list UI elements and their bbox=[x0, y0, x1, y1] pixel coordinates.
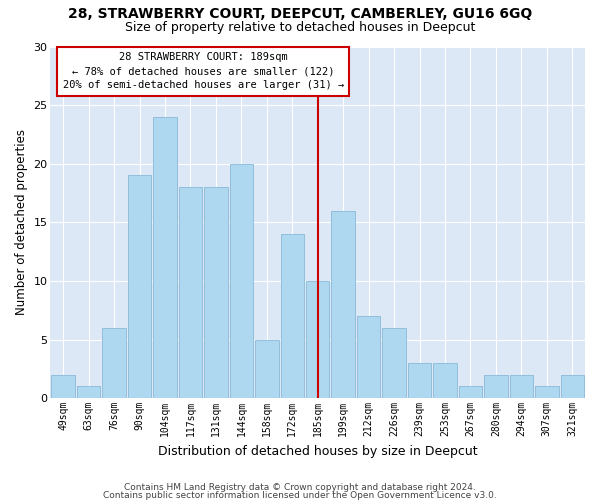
Bar bbox=[433, 363, 457, 398]
Text: Contains HM Land Registry data © Crown copyright and database right 2024.: Contains HM Land Registry data © Crown c… bbox=[124, 484, 476, 492]
Y-axis label: Number of detached properties: Number of detached properties bbox=[15, 130, 28, 316]
X-axis label: Distribution of detached houses by size in Deepcut: Distribution of detached houses by size … bbox=[158, 444, 478, 458]
Bar bbox=[77, 386, 100, 398]
Bar bbox=[459, 386, 482, 398]
Bar bbox=[357, 316, 380, 398]
Text: Contains public sector information licensed under the Open Government Licence v3: Contains public sector information licen… bbox=[103, 491, 497, 500]
Bar bbox=[306, 281, 329, 398]
Text: 28, STRAWBERRY COURT, DEEPCUT, CAMBERLEY, GU16 6GQ: 28, STRAWBERRY COURT, DEEPCUT, CAMBERLEY… bbox=[68, 8, 532, 22]
Bar bbox=[484, 374, 508, 398]
Bar bbox=[382, 328, 406, 398]
Text: Size of property relative to detached houses in Deepcut: Size of property relative to detached ho… bbox=[125, 21, 475, 34]
Bar bbox=[535, 386, 559, 398]
Bar bbox=[179, 187, 202, 398]
Text: 28 STRAWBERRY COURT: 189sqm
← 78% of detached houses are smaller (122)
20% of se: 28 STRAWBERRY COURT: 189sqm ← 78% of det… bbox=[62, 52, 344, 90]
Bar bbox=[153, 117, 177, 398]
Bar bbox=[509, 374, 533, 398]
Bar bbox=[281, 234, 304, 398]
Bar bbox=[331, 210, 355, 398]
Bar bbox=[204, 187, 227, 398]
Bar bbox=[128, 176, 151, 398]
Bar bbox=[560, 374, 584, 398]
Bar bbox=[52, 374, 75, 398]
Bar bbox=[408, 363, 431, 398]
Bar bbox=[255, 340, 278, 398]
Bar bbox=[230, 164, 253, 398]
Bar bbox=[103, 328, 126, 398]
